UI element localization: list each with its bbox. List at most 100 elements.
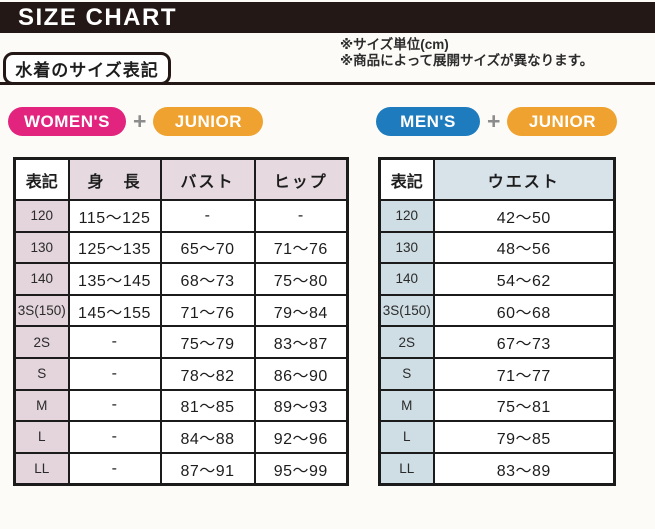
value-cell: 71～76 (253, 230, 349, 265)
size-label-cell: 2S (378, 325, 435, 359)
size-label-cell: M (378, 388, 435, 423)
womens-junior-badges: WOMEN'S + JUNIOR (8, 107, 264, 136)
column-header: バスト (159, 157, 256, 201)
size-label-cell: 140 (13, 262, 70, 296)
size-label-cell: L (13, 420, 70, 454)
value-cell: 67～73 (432, 325, 616, 359)
value-cell: 54～62 (432, 262, 616, 296)
value-cell: 95～99 (253, 451, 349, 486)
mens-badge: MEN'S (376, 107, 480, 136)
value-cell: 83～89 (432, 451, 616, 486)
table-row: S -78～82 86～90 (13, 356, 349, 391)
column-header: ウエスト (432, 157, 616, 201)
value-cell: 42～50 (432, 199, 616, 233)
section-label-tab: 水着のサイズ表記 (3, 52, 171, 85)
value-cell: 48～56 (432, 230, 616, 265)
column-header: 身 長 (67, 157, 162, 201)
size-label-cell: 140 (378, 262, 435, 296)
table-row: S 71～77 (378, 356, 616, 391)
table-row: 120 115～125- - (13, 199, 349, 233)
table-row: 130 125～135 65～70 71～76 (13, 230, 349, 265)
table-row: M -81～85 89～93 (13, 388, 349, 423)
size-label-cell: 120 (378, 199, 435, 233)
value-cell: 87～91 (159, 451, 256, 486)
table-row: M 75～81 (378, 388, 616, 423)
size-label-cell: 130 (378, 230, 435, 265)
mens-junior-badges: MEN'S + JUNIOR (376, 107, 618, 136)
table-header-row: 表記 ウエスト (378, 157, 616, 201)
junior-badge: JUNIOR (153, 107, 264, 136)
table-row: 2S -75～79 83～87 (13, 325, 349, 359)
value-cell: 84～88 (159, 420, 256, 454)
mens-size-table: 表記 ウエスト 120 42～50 130 48～56 140 54～62 3S(150) 60… (378, 157, 616, 487)
value-cell: - (67, 325, 162, 359)
size-label-cell: 130 (13, 230, 70, 265)
table-row: 2S 67～73 (378, 325, 616, 359)
womens-size-table: 表記身 長バスト ヒップ 120 115～125- -130 125～135 65～70 7… (13, 157, 349, 487)
size-notes: ※サイズ単位(cm) ※商品によって展開サイズが異なります。 (340, 37, 593, 70)
value-cell: - (67, 451, 162, 486)
value-cell: - (67, 356, 162, 391)
value-cell: 92～96 (253, 420, 349, 454)
value-cell: 71～76 (159, 293, 256, 328)
womens-badge: WOMEN'S (8, 107, 126, 136)
table-body: 120 42～50 130 48～56 140 54～62 3S(150) 60～68 2S 67… (378, 199, 616, 486)
table-row: 120 42～50 (378, 199, 616, 233)
note-size-range: ※商品によって展開サイズが異なります。 (340, 53, 594, 69)
value-cell: - (67, 388, 162, 423)
table-header-row: 表記身 長バスト ヒップ (13, 157, 349, 201)
section-label-text: 水着のサイズ表記 (15, 61, 159, 80)
table-row: LL -87～91 95～99 (13, 451, 349, 486)
size-label-cell: S (13, 356, 70, 391)
size-label-cell: 2S (13, 325, 70, 359)
title-bar: SIZE CHART (0, 2, 655, 33)
size-label-cell: LL (378, 451, 435, 486)
value-cell: 65～70 (159, 230, 256, 265)
value-cell: 86～90 (253, 356, 349, 391)
value-cell: 68～73 (159, 262, 256, 296)
value-cell: 115～125 (67, 199, 162, 233)
value-cell: 78～82 (159, 356, 256, 391)
value-cell: 79～84 (253, 293, 349, 328)
table-body: 120 115～125- -130 125～135 65～70 71～76 140 135～1… (13, 199, 349, 486)
value-cell: - (67, 420, 162, 454)
table-row: 140 135～145 68～73 75～80 (13, 262, 349, 296)
value-cell: 75～81 (432, 388, 616, 423)
plus-sign: + (487, 108, 501, 134)
size-label-cell: S (378, 356, 435, 391)
size-label-cell: 3S(150) (378, 293, 435, 328)
value-cell: 125～135 (67, 230, 162, 265)
column-header: 表記 (13, 157, 70, 201)
value-cell: 81～85 (159, 388, 256, 423)
note-size-unit: ※サイズ単位(cm) (340, 37, 449, 52)
column-header: ヒップ (253, 157, 349, 201)
table-row: L -84～88 92～96 (13, 420, 349, 454)
value-cell: 83～87 (253, 325, 349, 359)
junior-badge: JUNIOR (507, 107, 618, 136)
table-row: 3S(150) 60～68 (378, 293, 616, 328)
value-cell: 89～93 (253, 388, 349, 423)
value-cell: 145～155 (67, 293, 162, 328)
value-cell: 71～77 (432, 356, 616, 391)
table-row: 130 48～56 (378, 230, 616, 265)
plus-sign: + (132, 108, 147, 134)
value-cell: 79～85 (432, 420, 616, 454)
table-row: 3S(150) 145～155 71～76 79～84 (13, 293, 349, 328)
size-label-cell: M (13, 388, 70, 423)
value-cell: - (253, 199, 349, 233)
value-cell: 60～68 (432, 293, 616, 328)
table-row: L 79～85 (378, 420, 616, 454)
page-title: SIZE CHART (18, 3, 177, 31)
size-label-cell: 120 (13, 199, 70, 233)
value-cell: 75～80 (253, 262, 349, 296)
value-cell: 75～79 (159, 325, 256, 359)
value-cell: - (159, 199, 256, 233)
size-label-cell: 3S(150) (13, 293, 70, 328)
size-label-cell: LL (13, 451, 70, 486)
table-row: 140 54～62 (378, 262, 616, 296)
size-label-cell: L (378, 420, 435, 454)
divider-line (0, 82, 655, 85)
column-header: 表記 (378, 157, 435, 201)
table-row: LL 83～89 (378, 451, 616, 486)
